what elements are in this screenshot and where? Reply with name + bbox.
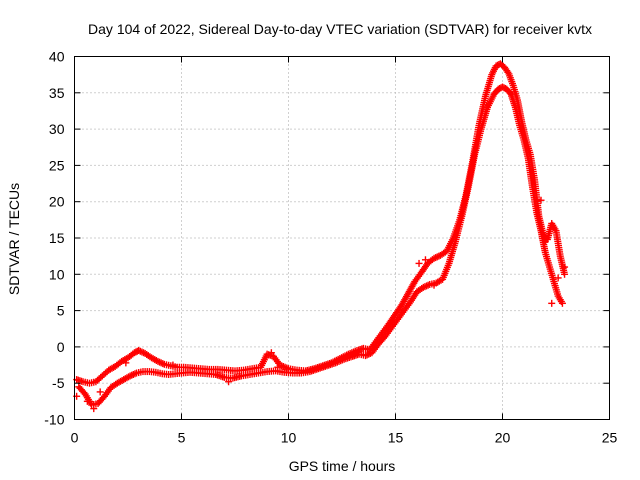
data-point (126, 372, 134, 380)
data-point (423, 282, 431, 290)
series-scattered (73, 196, 569, 413)
data-point (135, 347, 143, 355)
data-point (541, 238, 549, 246)
x-tick-label: 15 (388, 430, 404, 446)
data-point (548, 299, 556, 307)
data-point (267, 349, 275, 357)
data-point (169, 361, 177, 369)
chart-title: Day 104 of 2022, Sidereal Day-to-day VTE… (88, 21, 592, 37)
data-point (362, 352, 370, 360)
y-tick-labels: -10 -5 0 5 10 15 20 25 30 35 40 (44, 49, 64, 428)
x-tick-label: 0 (71, 430, 79, 446)
data-point (419, 283, 427, 291)
x-tick-label: 10 (281, 430, 297, 446)
data-point (157, 359, 165, 367)
series-upper-track (73, 60, 569, 387)
y-tick-label: 5 (57, 303, 65, 319)
y-tick-label: 25 (49, 157, 65, 173)
data-point (415, 259, 423, 267)
data-point (131, 370, 139, 378)
data-point (122, 359, 130, 367)
data-point (96, 388, 104, 396)
axis-ticks (74, 56, 610, 420)
y-tick-label: 30 (49, 121, 65, 137)
x-tick-labels: 0 5 10 15 20 25 (71, 430, 618, 446)
data-point (561, 270, 569, 278)
data-point (129, 370, 137, 378)
data-point (363, 351, 371, 359)
series-lower-track (75, 83, 566, 409)
x-tick-label: 5 (178, 430, 186, 446)
x-tick-label: 20 (495, 430, 511, 446)
data-point (295, 368, 303, 376)
data-point (365, 350, 373, 358)
data-point (554, 274, 562, 282)
y-tick-label: 15 (49, 230, 65, 246)
data-point (537, 196, 545, 204)
data-point (156, 358, 164, 366)
data-point (274, 363, 282, 371)
data-point (128, 371, 136, 379)
grid (74, 56, 610, 420)
data-point (424, 281, 432, 289)
y-tick-label: -5 (52, 375, 65, 391)
data-point (421, 283, 429, 291)
data-point (430, 254, 438, 262)
y-tick-label: -10 (44, 412, 64, 428)
y-tick-label: 10 (49, 266, 65, 282)
data-point (154, 357, 162, 365)
y-tick-label: 0 (57, 339, 65, 355)
y-tick-label: 35 (49, 85, 65, 101)
data-point (159, 360, 167, 368)
y-axis-label: SDTVAR / TECUs (6, 183, 22, 295)
y-tick-label: 40 (49, 49, 65, 65)
data-point (433, 253, 441, 261)
data-point (432, 254, 440, 262)
data-point (136, 347, 144, 355)
data-points (73, 60, 569, 413)
y-tick-label: 20 (49, 194, 65, 210)
data-point (561, 263, 569, 271)
data-point (558, 299, 566, 307)
data-point (421, 256, 429, 264)
data-point (83, 397, 91, 405)
data-point (430, 281, 438, 289)
x-tick-label: 25 (602, 430, 618, 446)
data-point (225, 378, 233, 386)
data-point (90, 405, 98, 413)
data-point (138, 348, 146, 356)
x-axis-label: GPS time / hours (289, 458, 396, 474)
